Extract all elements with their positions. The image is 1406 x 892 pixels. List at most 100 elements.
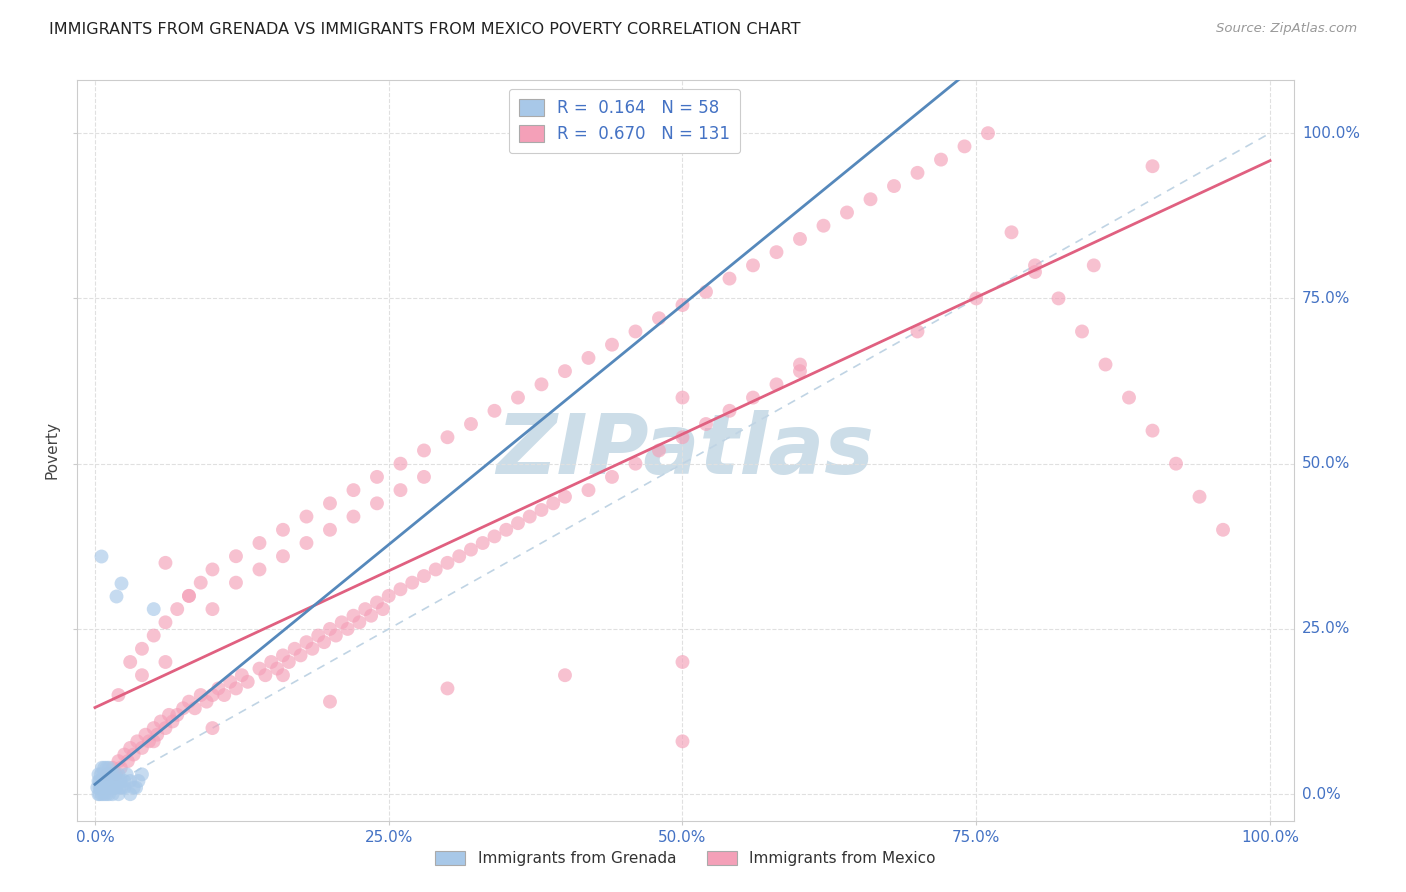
Point [648,443,671,458]
Point [131,641,153,656]
Point [648,311,671,326]
Point [349,615,371,630]
Point [436,681,458,696]
Point [284,641,307,656]
Point [813,219,835,233]
Point [319,695,342,709]
Point [765,377,787,392]
Point [225,575,247,590]
Point [1094,358,1116,372]
Point [138,734,160,748]
Point [157,707,180,722]
Point [98,761,121,775]
Point [127,734,149,748]
Point [105,780,128,795]
Point [110,774,132,789]
Point [103,774,125,789]
Point [91,767,114,781]
Point [89,787,111,801]
Point [120,655,142,669]
Point [907,166,929,180]
Point [271,668,294,682]
Point [1118,391,1140,405]
Point [104,767,127,781]
Point [371,602,394,616]
Point [600,470,623,484]
Point [190,688,212,702]
Point [110,575,132,590]
Point [110,761,132,775]
Point [112,780,135,795]
Point [554,364,576,378]
Text: IMMIGRANTS FROM GRENADA VS IMMIGRANTS FROM MEXICO POVERTY CORRELATION CHART: IMMIGRANTS FROM GRENADA VS IMMIGRANTS FR… [49,22,800,37]
Point [319,496,342,510]
Point [90,780,112,795]
Point [91,774,114,789]
Point [120,774,142,789]
Point [142,602,165,616]
Point [91,761,114,775]
Point [718,271,741,285]
Point [506,391,529,405]
Point [578,351,600,365]
Point [98,780,121,795]
Point [134,728,156,742]
Point [166,602,188,616]
Point [360,608,382,623]
Point [177,589,200,603]
Point [1142,424,1164,438]
Text: 0.0%: 0.0% [1302,787,1340,802]
Point [96,787,118,801]
Point [91,780,114,795]
Point [295,509,318,524]
Text: ZIPatlas: ZIPatlas [496,410,875,491]
Point [266,662,288,676]
Point [96,761,118,775]
Point [1024,259,1046,273]
Point [87,787,110,801]
Point [117,754,139,768]
Point [695,285,717,299]
Point [115,767,138,781]
Point [249,536,271,550]
Point [965,292,987,306]
Point [295,536,318,550]
Point [765,245,787,260]
Point [554,490,576,504]
Point [449,549,471,564]
Point [162,714,184,729]
Point [506,516,529,531]
Point [389,457,412,471]
Point [112,774,135,789]
Point [413,569,436,583]
Legend: Immigrants from Grenada, Immigrants from Mexico: Immigrants from Grenada, Immigrants from… [429,845,942,872]
Point [413,470,436,484]
Point [177,589,200,603]
Point [366,496,388,510]
Point [471,536,494,550]
Point [1071,325,1094,339]
Point [87,767,110,781]
Point [977,126,1000,140]
Point [366,595,388,609]
Point [907,325,929,339]
Point [94,780,117,795]
Point [354,602,377,616]
Point [742,259,765,273]
Point [172,701,194,715]
Point [1000,225,1022,239]
Point [101,780,124,795]
Point [671,298,693,312]
Point [107,754,129,768]
Point [1212,523,1234,537]
Point [201,688,224,702]
Point [249,562,271,576]
Point [541,496,564,510]
Point [131,668,153,682]
Point [201,721,224,735]
Point [578,483,600,497]
Point [742,391,765,405]
Point [94,767,117,781]
Point [236,674,259,689]
Point [120,740,142,755]
